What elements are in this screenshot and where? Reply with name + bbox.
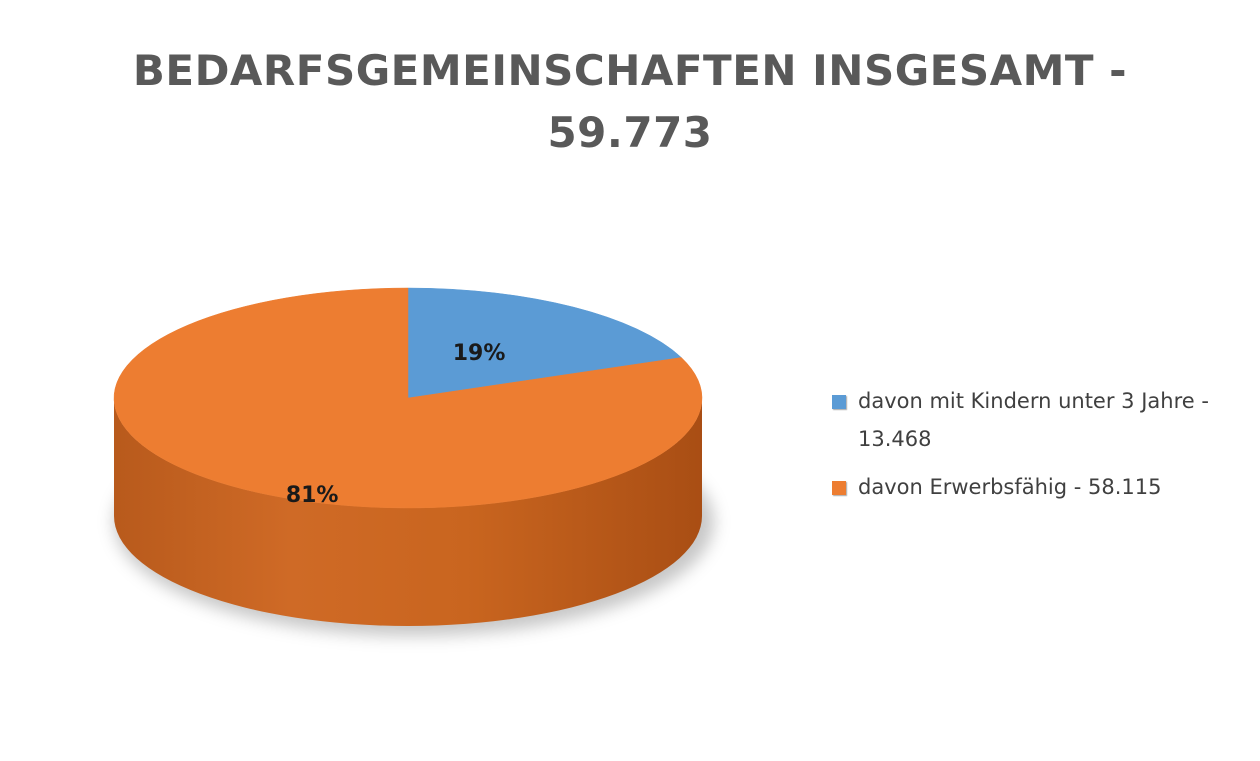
- pie-slice-1: [113, 287, 703, 509]
- legend-label-erwerbsfaehig: davon Erwerbsfähig - 58.115: [858, 475, 1162, 499]
- chart-title: BEDARFSGEMEINSCHAFTEN INSGESAMT - 59.773: [130, 40, 1130, 164]
- chart-title-line-1: BEDARFSGEMEINSCHAFTEN INSGESAMT -: [132, 46, 1128, 95]
- legend: davon mit Kindern unter 3 Jahre - 13.468…: [832, 382, 1242, 516]
- pie-data-label-1: 81%: [286, 483, 339, 508]
- legend-label-kinder: davon mit Kindern unter 3 Jahre - 13.468: [858, 389, 1209, 451]
- pie-slice-0: [407, 287, 682, 399]
- pie-group: 19% 81%: [113, 287, 714, 636]
- pie-side-wall: [114, 398, 702, 626]
- legend-swatch-kinder: [832, 395, 846, 409]
- legend-item-kinder: davon mit Kindern unter 3 Jahre - 13.468: [832, 382, 1242, 458]
- legend-swatch-erwerbsfaehig: [832, 481, 846, 495]
- chart-title-line-2: 59.773: [547, 108, 713, 157]
- legend-item-erwerbsfaehig: davon Erwerbsfähig - 58.115: [832, 468, 1242, 506]
- pie-data-label-0: 19%: [453, 341, 506, 366]
